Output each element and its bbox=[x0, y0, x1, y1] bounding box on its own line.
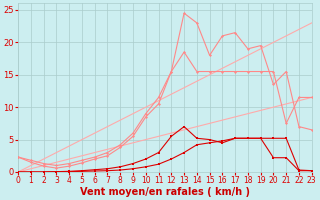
X-axis label: Vent moyen/en rafales ( km/h ): Vent moyen/en rafales ( km/h ) bbox=[80, 187, 250, 197]
